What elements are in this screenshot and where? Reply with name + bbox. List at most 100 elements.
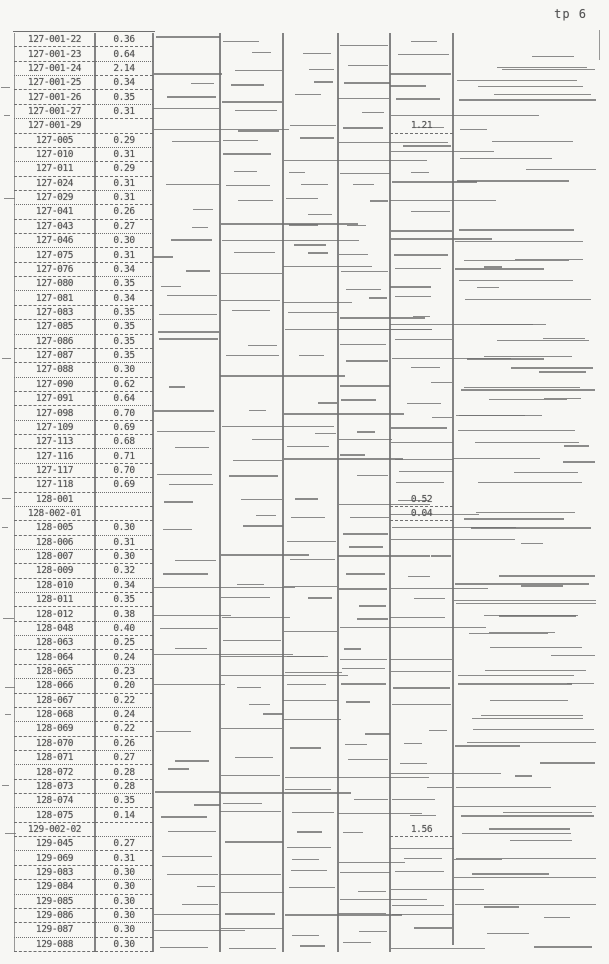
redaction-mark	[432, 417, 453, 419]
row-illegible-cell	[338, 722, 390, 736]
row-value-cell: 0.30	[95, 938, 153, 952]
row-value-cell: 0.35	[95, 349, 153, 364]
row-illegible-cell	[153, 722, 220, 736]
row-illegible-cell	[220, 320, 283, 334]
redaction-mark	[220, 928, 284, 930]
redaction-mark	[220, 873, 281, 875]
redaction-mark	[153, 654, 293, 656]
row-illegible-cell	[390, 837, 453, 851]
redaction-mark	[347, 758, 388, 760]
redaction-mark	[338, 253, 369, 255]
row-value-cell: 0.31	[95, 105, 153, 120]
row-id-cell: 127-005	[14, 134, 95, 148]
row-illegible-cell	[453, 105, 598, 119]
row-value-cell: 0.30	[95, 909, 153, 924]
redaction-mark	[287, 683, 327, 685]
redaction-mark	[345, 288, 382, 290]
redaction-mark	[154, 587, 296, 589]
column-divider	[599, 30, 600, 60]
redaction-mark	[158, 314, 218, 316]
table-row: 127-005 0.29	[14, 134, 600, 148]
table-row: 127-109 0.69	[14, 421, 600, 436]
row-illegible-cell	[283, 708, 338, 722]
row-illegible-cell	[153, 550, 220, 564]
redaction-mark	[158, 338, 219, 341]
redaction-mark	[283, 700, 338, 702]
row-illegible-cell	[283, 220, 338, 234]
row-illegible-cell	[283, 780, 338, 794]
redaction-mark	[399, 762, 427, 764]
row-illegible-cell	[220, 478, 283, 492]
row-value-cell: 0.22	[95, 722, 153, 737]
redaction-mark	[459, 157, 553, 159]
redaction-mark	[224, 913, 276, 916]
redaction-mark	[291, 934, 319, 936]
row-illegible-cell	[453, 665, 598, 679]
redaction-mark	[390, 72, 452, 75]
row-illegible-cell	[220, 248, 283, 262]
row-value-cell: 0.30	[95, 234, 153, 249]
redaction-mark	[497, 66, 587, 68]
row-illegible-cell	[220, 306, 283, 320]
row-value-cell: 0.36	[95, 33, 153, 48]
redaction-mark	[340, 270, 389, 272]
row-illegible-cell	[220, 536, 283, 550]
row-illegible-cell	[390, 478, 453, 492]
row-illegible-cell	[338, 780, 390, 794]
redaction-mark	[454, 241, 583, 243]
row-illegible-cell	[338, 306, 390, 320]
row-illegible-cell	[153, 780, 220, 794]
table-row: 127-085 0.35	[14, 320, 600, 335]
redaction-mark	[290, 559, 335, 560]
redaction-mark	[391, 441, 454, 443]
redaction-mark	[461, 832, 571, 834]
redaction-mark	[1, 785, 9, 787]
redaction-mark	[345, 360, 388, 363]
redaction-mark	[236, 687, 262, 689]
redaction-mark	[158, 330, 219, 333]
row-illegible-cell	[153, 679, 220, 693]
row-illegible-cell	[453, 421, 598, 435]
redaction-mark	[453, 858, 502, 860]
row-illegible-cell	[338, 636, 390, 650]
row-illegible-cell	[283, 851, 338, 865]
redaction-mark	[283, 265, 372, 267]
row-illegible-cell	[338, 808, 390, 822]
redaction-mark	[493, 93, 591, 95]
row-illegible-cell	[283, 464, 338, 478]
row-illegible-cell	[453, 579, 598, 593]
redaction-mark	[251, 439, 283, 441]
row-illegible-cell	[338, 105, 390, 119]
redaction-mark	[454, 877, 596, 879]
row-illegible-cell	[153, 406, 220, 420]
row-illegible-cell	[453, 808, 598, 822]
row-illegible-cell	[390, 148, 453, 162]
redaction-mark	[339, 141, 448, 143]
row-illegible-cell	[338, 837, 390, 851]
row-illegible-cell	[338, 406, 390, 420]
row-illegible-cell	[283, 378, 338, 392]
row-illegible-cell	[283, 665, 338, 679]
row-illegible-cell	[338, 363, 390, 377]
redaction-mark	[409, 815, 437, 817]
redaction-mark	[349, 546, 383, 549]
redaction-mark	[237, 130, 280, 133]
row-illegible-cell	[153, 76, 220, 90]
row-illegible-cell	[390, 162, 453, 176]
redaction-mark	[344, 647, 361, 650]
row-illegible-cell	[390, 866, 453, 880]
row-id-cell: 129-083	[14, 866, 95, 881]
redaction-mark	[181, 904, 219, 906]
row-illegible-cell	[283, 76, 338, 90]
redaction-mark	[395, 458, 453, 460]
redaction-mark	[390, 199, 497, 201]
page-corner-label: tp 6	[554, 7, 587, 21]
redaction-mark	[499, 575, 595, 578]
row-illegible-cell	[283, 205, 338, 219]
redaction-mark	[390, 947, 486, 949]
table-row: 127-117 0.70	[14, 464, 600, 479]
row-illegible-cell	[453, 866, 598, 880]
row-illegible-cell	[390, 464, 453, 478]
redaction-mark	[166, 294, 217, 296]
row-illegible-cell	[153, 449, 220, 463]
